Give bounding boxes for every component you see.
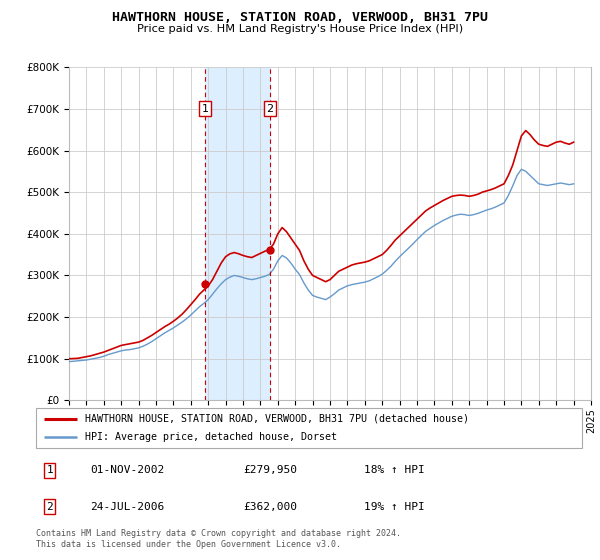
Text: 18% ↑ HPI: 18% ↑ HPI — [364, 465, 424, 475]
Text: £279,950: £279,950 — [244, 465, 298, 475]
Text: 2: 2 — [266, 104, 274, 114]
Text: HAWTHORN HOUSE, STATION ROAD, VERWOOD, BH31 7PU (detached house): HAWTHORN HOUSE, STATION ROAD, VERWOOD, B… — [85, 414, 469, 423]
Text: Price paid vs. HM Land Registry's House Price Index (HPI): Price paid vs. HM Land Registry's House … — [137, 24, 463, 34]
Text: HAWTHORN HOUSE, STATION ROAD, VERWOOD, BH31 7PU: HAWTHORN HOUSE, STATION ROAD, VERWOOD, B… — [112, 11, 488, 24]
Text: 01-NOV-2002: 01-NOV-2002 — [91, 465, 165, 475]
Bar — [205, 67, 270, 400]
FancyBboxPatch shape — [36, 408, 582, 448]
Text: 19% ↑ HPI: 19% ↑ HPI — [364, 502, 424, 512]
Text: HPI: Average price, detached house, Dorset: HPI: Average price, detached house, Dors… — [85, 432, 337, 442]
Text: Contains HM Land Registry data © Crown copyright and database right 2024.
This d: Contains HM Land Registry data © Crown c… — [36, 529, 401, 549]
Text: 24-JUL-2006: 24-JUL-2006 — [91, 502, 165, 512]
Text: 1: 1 — [202, 104, 209, 114]
Text: £362,000: £362,000 — [244, 502, 298, 512]
Text: 1: 1 — [46, 465, 53, 475]
Text: 2: 2 — [46, 502, 53, 512]
